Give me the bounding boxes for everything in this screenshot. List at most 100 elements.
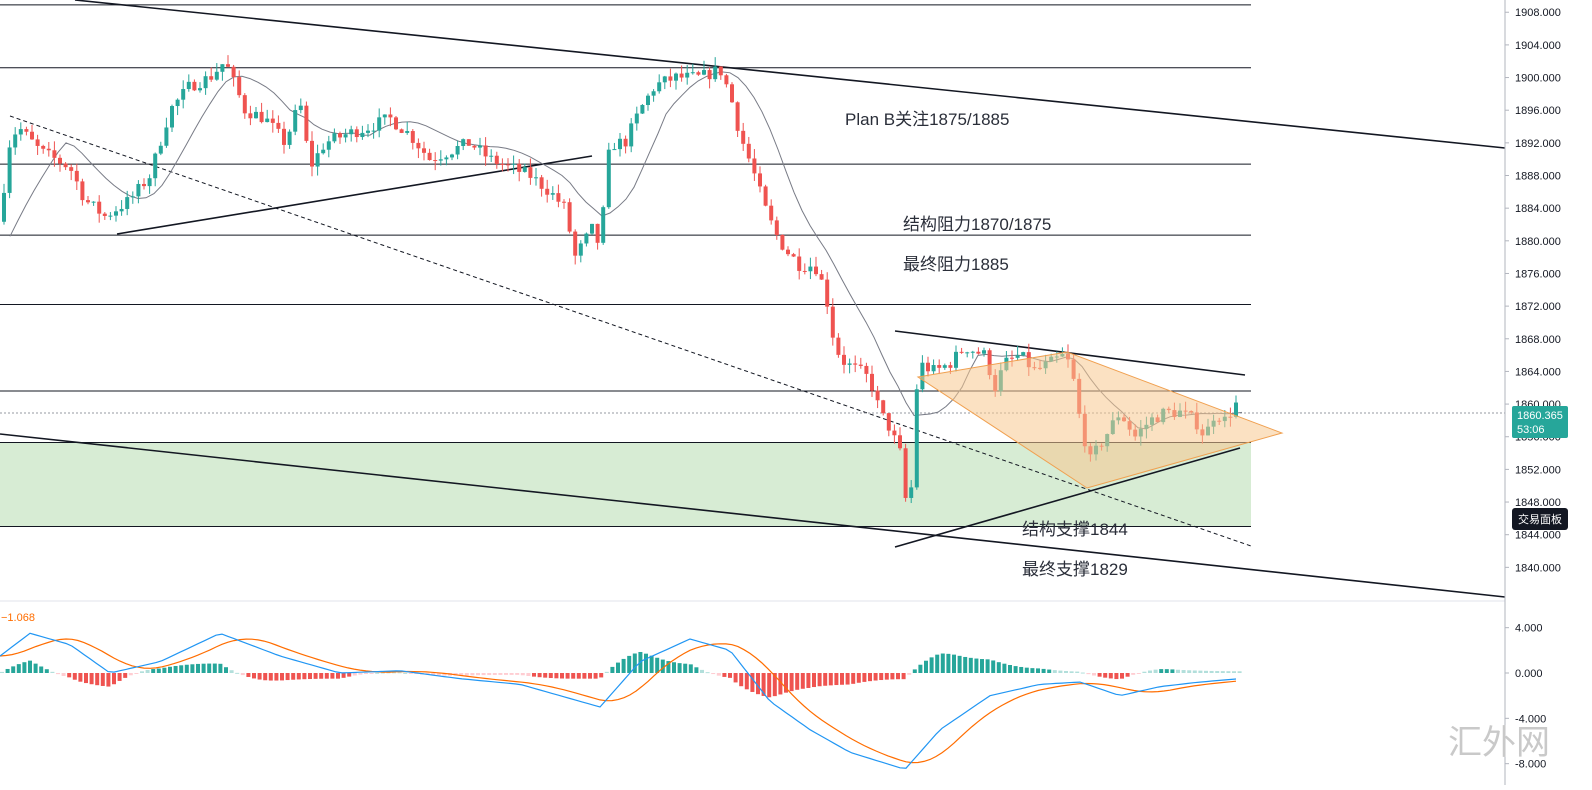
price-tick-label-3: 1896.000 (1515, 105, 1561, 117)
candle-body-105 (590, 223, 594, 234)
macd-histogram-bar-218 (1220, 671, 1225, 673)
candle-body-50 (282, 128, 286, 145)
candle-body-31 (175, 99, 180, 107)
macd-histogram-bar-191 (1069, 671, 1074, 673)
macd-histogram-bar-98 (548, 673, 553, 679)
macd-histogram-bar-58 (324, 673, 329, 679)
macd-histogram-bar-133 (744, 673, 749, 690)
macd-histogram-bar-134 (750, 673, 755, 692)
macd-histogram-bar-206 (1153, 669, 1158, 673)
macd-histogram-bar-161 (901, 673, 906, 680)
macd-histogram-bar-26 (145, 669, 150, 673)
macd-histogram-bar-184 (1030, 668, 1035, 673)
macd-histogram-bar-160 (896, 673, 900, 680)
macd-histogram-bar-94 (526, 673, 531, 676)
candle-body-29 (164, 127, 169, 146)
candle-body-80 (450, 154, 454, 158)
macd-histogram-bar-82 (459, 673, 464, 676)
candle-body-39 (220, 64, 225, 72)
candle-body-21 (119, 208, 124, 212)
macd-histogram-bar-78 (436, 673, 441, 676)
candle-body-112 (629, 123, 634, 147)
candle-body-171 (959, 351, 964, 353)
macd-histogram-bar-148 (828, 673, 833, 686)
price-tick-label-2: 1900.000 (1515, 73, 1561, 85)
macd-histogram-bar-79 (442, 673, 447, 676)
macd-histogram-bar-145 (812, 673, 816, 688)
macd-histogram-bar-65 (364, 673, 368, 674)
trendline-2 (116, 155, 593, 235)
macd-histogram-bar-117 (655, 657, 660, 673)
candle-body-139 (780, 235, 785, 250)
candle-body-45 (254, 111, 258, 119)
macd-histogram-bar-126 (705, 672, 710, 674)
candle-body-133 (746, 143, 751, 159)
candle-body-67 (377, 117, 382, 131)
annotation-final-support: 最终支撑1829 (1022, 560, 1128, 579)
candle-body-103 (578, 243, 583, 256)
macd-histogram-bar-71 (397, 672, 402, 674)
macd-histogram-bar-88 (492, 673, 497, 675)
candle-body-101 (567, 202, 572, 232)
candle-body-26 (147, 178, 152, 187)
price-tick-label-1: 1904.000 (1515, 40, 1561, 52)
annotation-structure-resistance: 结构阻力1870/1875 (903, 215, 1051, 234)
macd-histogram-bar-209 (1170, 669, 1175, 673)
macd-histogram-bar-97 (543, 673, 548, 678)
macd-histogram-bar-211 (1181, 670, 1186, 673)
macd-histogram-bar-195 (1092, 673, 1096, 676)
candle-body-42 (237, 77, 242, 96)
macd-histogram-bar-132 (739, 673, 744, 687)
candle-body-161 (903, 448, 908, 498)
macd-histogram-bar-116 (649, 655, 654, 673)
candle-body-73 (410, 131, 415, 143)
candle-body-32 (181, 89, 186, 100)
macd-histogram-bar-44 (246, 673, 251, 677)
candle-body-174 (976, 351, 981, 354)
candle-body-143 (802, 270, 807, 272)
macd-histogram-bar-182 (1019, 666, 1024, 673)
macd-histogram-bar-167 (935, 654, 940, 673)
candle-body-93 (522, 167, 527, 172)
macd-histogram-bar-181 (1013, 666, 1018, 673)
candle-body-61 (343, 134, 348, 138)
macd-histogram-bar-212 (1187, 670, 1192, 673)
candle-body-0 (2, 192, 6, 222)
macd-tick-label-0: 4.000 (1515, 623, 1543, 635)
macd-histogram-bar-152 (851, 673, 856, 684)
macd-histogram-bar-62 (347, 673, 352, 677)
macd-histogram-bar-112 (627, 655, 632, 673)
candle-body-28 (158, 145, 163, 154)
macd-histogram-bar-3 (16, 664, 21, 673)
candle-body-63 (354, 129, 359, 138)
candle-body-87 (489, 155, 494, 157)
macd-histogram-bar-32 (179, 665, 184, 673)
price-tick-label-16: 1844.000 (1515, 530, 1561, 542)
candle-body-9 (52, 150, 57, 158)
macd-histogram-bar-49 (274, 673, 279, 681)
annotations-layer: Plan B关注1875/1885 结构阻力1870/1875 最终阻力1885… (845, 110, 1128, 579)
macd-histogram-bar-66 (369, 673, 374, 674)
price-tick-label-10: 1868.000 (1515, 334, 1561, 346)
candle-body-76 (427, 152, 432, 161)
macd-histogram-bar-100 (560, 673, 564, 679)
candle-body-121 (679, 73, 684, 78)
macd-histogram-bar-194 (1086, 673, 1091, 675)
macd-histogram-bar-176 (985, 659, 990, 673)
macd-histogram-bar-142 (795, 673, 800, 690)
macd-line (0, 632, 1237, 769)
macd-histogram-bar-23 (128, 673, 133, 676)
candle-body-30 (170, 106, 174, 128)
macd-histogram-bar-179 (1002, 663, 1007, 673)
macd-histogram-bar-4 (22, 662, 27, 673)
macd-histogram-bar-12 (67, 673, 72, 678)
price-tick-label-15: 1848.000 (1515, 497, 1561, 509)
price-badges: 1860.365 53:06 交易面板 −1.068 (1, 406, 1568, 624)
macd-histogram-bar-50 (280, 673, 284, 681)
candle-body-5 (30, 131, 34, 140)
macd-histogram-bar-0 (0, 671, 4, 673)
candle-body-86 (483, 145, 488, 157)
trading-panel-button[interactable] (1512, 508, 1568, 530)
